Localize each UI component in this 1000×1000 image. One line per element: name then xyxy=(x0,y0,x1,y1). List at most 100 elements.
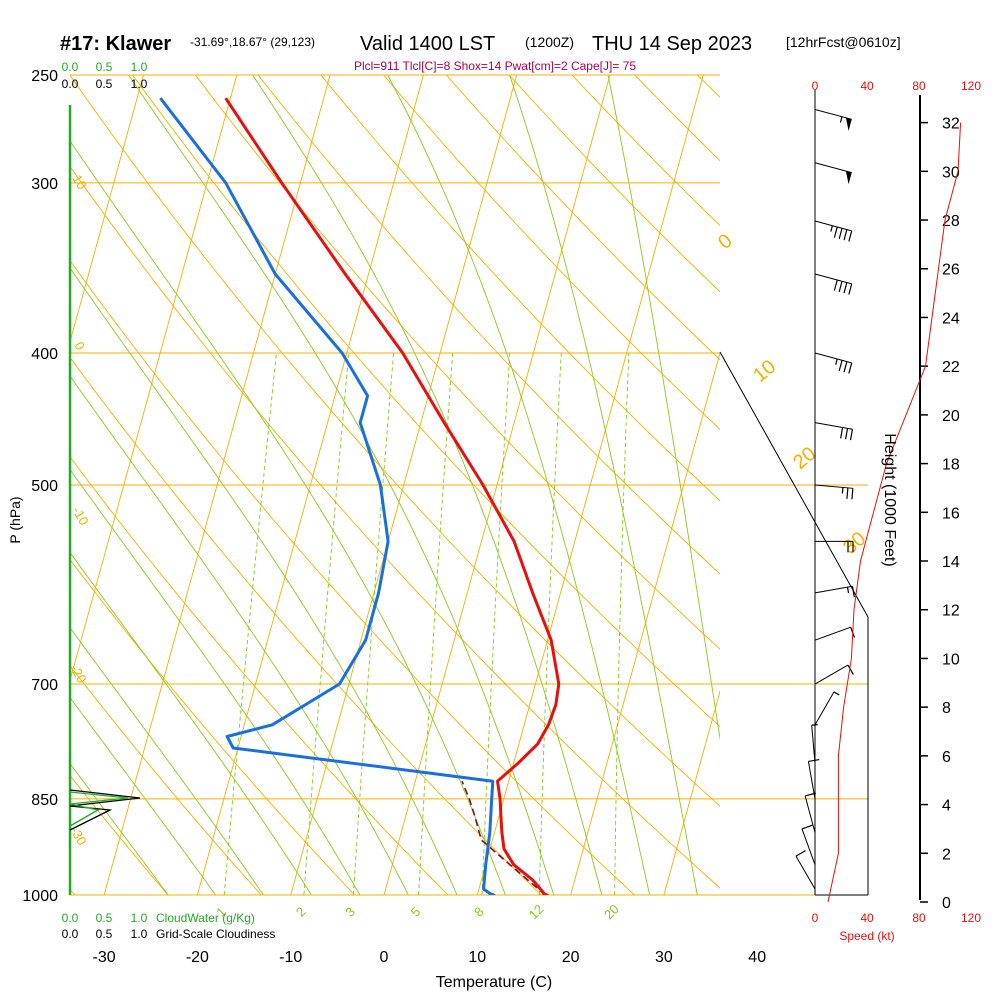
moist-adiabat-line xyxy=(252,75,603,895)
height-speed-panel: 0246810121416182022242628303200404080801… xyxy=(812,79,982,925)
dry-adiabat-line xyxy=(320,75,720,502)
wind-barb xyxy=(795,850,816,890)
temperature-tick-label: 40 xyxy=(748,949,766,966)
mixing-ratio-label: 12 xyxy=(526,901,547,922)
wind-barb xyxy=(814,626,856,641)
wind-speed-trace xyxy=(827,122,962,903)
mixing-ratio-label: 2 xyxy=(293,904,309,920)
cloudiness-tick-bottom: 0.5 xyxy=(96,927,113,941)
wind-barb xyxy=(814,664,854,685)
isotherm-line xyxy=(851,75,1000,895)
speed-tick-label-bottom: 120 xyxy=(961,911,981,925)
moist-adiabat-line xyxy=(387,75,651,895)
cloudiness-trace xyxy=(69,789,141,831)
pressure-tick-label: 850 xyxy=(31,792,58,809)
dry-adiabat-line xyxy=(445,75,720,361)
mixing-ratio-line xyxy=(538,352,562,895)
dry-adiabat-line xyxy=(508,75,720,293)
height-tick-label: 16 xyxy=(942,505,960,522)
pressure-tick-label: 400 xyxy=(31,346,58,363)
height-tick-label: 10 xyxy=(942,651,960,668)
mixing-ratio-line xyxy=(303,352,350,895)
pressure-tick-label: 250 xyxy=(31,68,58,85)
cloudiness-tick-bottom: 0.0 xyxy=(62,927,79,941)
surface-dewpoint-marker xyxy=(488,893,496,895)
height-tick-label: 32 xyxy=(942,116,960,133)
isotherm-line xyxy=(944,75,1000,895)
moist-adiabat-line xyxy=(509,75,698,895)
title-valid: Valid 1400 LST xyxy=(360,33,495,55)
dry-adiabat-line xyxy=(257,75,720,575)
parameter-line: Plcl=911 Tlcl[C]=8 Shox=14 Pwat[cm]=2 Ca… xyxy=(354,59,636,73)
height-tick-label: 28 xyxy=(942,213,960,230)
speed-tick-label-top: 80 xyxy=(912,79,926,93)
height-tick-label: 18 xyxy=(942,457,960,474)
cloudwater-tick-bottom: 1.0 xyxy=(131,911,148,925)
cloudwater-tick-top: 1.0 xyxy=(131,60,148,74)
title-forecast: [12hrFcst@0610z] xyxy=(786,34,901,50)
x-axis-label: Temperature (C) xyxy=(436,974,552,991)
isotherm-label: 20 xyxy=(789,443,820,474)
temperature-tick-label: -30 xyxy=(93,949,116,966)
panel-boundary-line xyxy=(719,351,869,895)
pressure-tick-label: 700 xyxy=(31,677,58,694)
wind-barb xyxy=(815,540,854,553)
moist-adiabat-line xyxy=(70,696,217,895)
speed-tick-label-top: 40 xyxy=(860,79,874,93)
pressure-tick-label: 500 xyxy=(31,478,58,495)
speed-tick-label-bottom: 80 xyxy=(912,911,926,925)
wind-barb xyxy=(814,108,852,131)
moist-adiabat-line xyxy=(70,551,313,895)
dry-adiabat-line xyxy=(70,456,449,895)
wind-barb xyxy=(801,824,816,865)
cloudwater-tick-top: 0.5 xyxy=(96,60,113,74)
dry-adiabat-line xyxy=(70,75,720,807)
moist-adiabat-line xyxy=(70,267,458,895)
cloudwater-label: CloudWater (g/Kg) xyxy=(156,911,255,925)
dry-adiabat-line xyxy=(70,558,356,895)
cloud-water-trace xyxy=(69,791,129,827)
temperature-tick-label: 0 xyxy=(380,949,389,966)
temperature-tick-label: -20 xyxy=(186,949,209,966)
moist-adiabat-line xyxy=(70,375,409,895)
mixing-ratio-line xyxy=(481,352,511,895)
height-tick-label: 8 xyxy=(942,700,951,717)
dry-adiabat-line xyxy=(922,51,1000,924)
height-tick-label: 2 xyxy=(942,846,951,863)
height-tick-label: 4 xyxy=(942,798,951,815)
wind-barb xyxy=(811,724,818,764)
mixing-ratio-label: 3 xyxy=(342,904,358,920)
dry-adiabat-line xyxy=(383,75,720,431)
height-tick-label: 6 xyxy=(942,749,951,766)
dry-adiabat-line xyxy=(70,665,262,895)
wind-barb xyxy=(814,484,854,500)
dry-adiabat-label: -10 xyxy=(69,504,91,528)
cloud-panel: 0.0 0.0 0.0 0.0 0.5 0.5 0.5 0.5 1.0 1.0 1.0 1.0 xyxy=(62,60,148,941)
wind-barb xyxy=(814,162,852,185)
dry-adiabat-line xyxy=(70,165,720,889)
moist-adiabat-line xyxy=(607,75,720,741)
cloudwater-tick-bottom: 0.5 xyxy=(96,911,113,925)
chart-title: #17: Klawer -31.69°,18.67° (29,123) Vali… xyxy=(60,33,901,73)
height-tick-label: 14 xyxy=(942,554,960,571)
height-axis-label: Height (1000 Feet) xyxy=(881,433,898,566)
wind-barbs xyxy=(719,90,869,895)
surface-temperature-marker xyxy=(541,893,549,895)
wind-barb xyxy=(814,352,853,374)
temperature-tick-label: 20 xyxy=(562,949,580,966)
cloudiness-tick-top: 1.0 xyxy=(131,77,148,91)
isotherm-label: 0 xyxy=(714,230,737,254)
height-tick-label: 26 xyxy=(942,262,960,279)
title-date: THU 14 Sep 2023 xyxy=(592,33,752,55)
title-coords: -31.69°,18.67° (29,123) xyxy=(190,35,315,49)
wind-barb xyxy=(807,758,820,799)
title-zulu: (1200Z) xyxy=(525,34,574,50)
dry-adiabat-line xyxy=(132,75,720,728)
cloudiness-tick-bottom: 1.0 xyxy=(131,927,148,941)
dry-adiabat-line xyxy=(70,259,636,895)
title-station: #17: Klawer xyxy=(60,33,171,55)
speed-axis-label: Speed (kt) xyxy=(839,929,894,943)
cloudiness-tick-top: 0.5 xyxy=(96,77,113,91)
